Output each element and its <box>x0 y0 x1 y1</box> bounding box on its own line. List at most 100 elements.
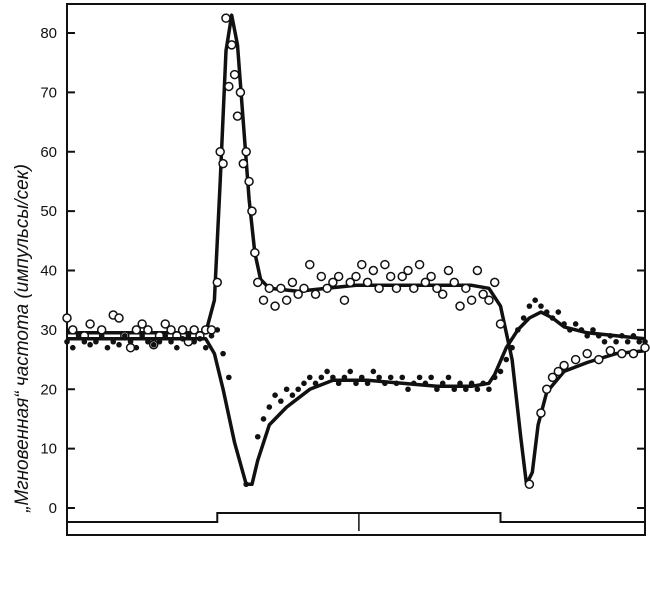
data-point-filled <box>168 338 174 345</box>
data-point-open <box>114 313 124 323</box>
data-point-filled <box>75 333 82 339</box>
data-point-open <box>293 289 303 299</box>
data-point-filled <box>185 333 192 339</box>
data-point-open <box>524 479 535 489</box>
data-point-filled <box>197 335 203 342</box>
data-point-open <box>85 319 95 329</box>
data-point-open <box>461 283 471 294</box>
data-point-filled <box>382 380 388 387</box>
data-point-filled <box>619 333 625 339</box>
data-point-open <box>495 319 506 329</box>
data-point-filled <box>416 374 423 381</box>
data-point-filled <box>387 374 394 381</box>
data-point-filled <box>520 315 527 321</box>
data-point-filled <box>87 341 93 348</box>
data-point-filled <box>595 333 602 339</box>
data-point-filled <box>289 392 296 398</box>
data-point-open <box>166 325 176 335</box>
data-point-filled <box>411 380 417 387</box>
data-point-filled <box>624 338 631 345</box>
data-point-open <box>218 158 228 169</box>
data-point-open <box>232 111 243 121</box>
data-point-filled <box>434 386 440 393</box>
data-point-open <box>478 289 488 299</box>
data-point-filled <box>254 433 261 440</box>
y-tick-label: 50 <box>40 203 57 220</box>
data-point-open <box>177 325 188 335</box>
data-point-open <box>541 384 552 394</box>
data-point-open <box>281 295 292 305</box>
data-point-open <box>316 271 327 282</box>
data-point-open <box>489 277 500 288</box>
data-point-filled <box>538 303 544 309</box>
data-point-open <box>264 283 275 294</box>
data-point-filled <box>179 335 186 342</box>
data-point-open <box>536 408 546 418</box>
data-point-filled <box>636 338 643 345</box>
data-point-filled <box>335 380 342 387</box>
data-point-open <box>328 277 338 288</box>
data-point-open <box>224 81 234 92</box>
data-point-open <box>426 271 436 282</box>
data-point-open <box>351 271 361 282</box>
data-point-filled <box>312 380 319 387</box>
data-point-open <box>96 325 107 335</box>
data-point-filled <box>266 404 273 410</box>
data-point-open <box>547 372 558 383</box>
data-point-filled <box>486 386 492 393</box>
y-tick-label: 40 <box>40 263 57 280</box>
data-point-open <box>160 319 171 329</box>
data-point-filled <box>127 338 134 345</box>
data-point-filled <box>122 333 128 339</box>
data-point-open <box>226 40 237 50</box>
data-point-filled <box>214 327 221 333</box>
data-point-filled <box>497 368 504 375</box>
data-point-filled <box>243 481 249 488</box>
data-point-open <box>229 69 240 80</box>
series-1 <box>62 13 650 489</box>
data-point-filled <box>347 368 354 375</box>
data-point-open <box>628 348 639 359</box>
data-point-open <box>189 325 199 335</box>
data-point-filled <box>318 374 325 381</box>
data-point-open <box>640 342 650 353</box>
data-point-filled <box>81 338 88 345</box>
y-tick-label: 70 <box>40 84 57 101</box>
data-point-filled <box>463 386 469 393</box>
data-point-open <box>397 271 407 282</box>
data-point-open <box>605 345 616 356</box>
data-point-filled <box>301 380 307 387</box>
data-point-filled <box>567 327 573 333</box>
data-point-filled <box>428 374 434 381</box>
data-point-filled <box>306 374 313 381</box>
data-point-open <box>333 271 344 282</box>
data-point-open <box>299 283 309 294</box>
stimulus-marker <box>67 512 645 531</box>
data-point-open <box>403 265 413 276</box>
data-point-open <box>391 283 402 294</box>
data-point-open <box>68 325 78 335</box>
data-point-filled <box>341 374 348 381</box>
data-point-filled <box>364 380 371 387</box>
data-point-filled <box>226 374 232 381</box>
data-point-open <box>559 360 569 371</box>
data-point-open <box>62 313 72 323</box>
data-point-filled <box>543 309 550 315</box>
data-point-filled <box>324 368 330 375</box>
data-point-open <box>617 348 627 359</box>
data-point-filled <box>376 374 382 381</box>
data-point-open <box>380 259 390 270</box>
series-1-curve <box>67 13 646 487</box>
data-point-open <box>443 265 454 276</box>
data-point-filled <box>457 380 463 387</box>
data-point-open <box>212 277 223 288</box>
data-point-open <box>414 259 425 270</box>
data-point-filled <box>445 374 452 381</box>
series-2 <box>64 297 648 488</box>
plot-frame <box>66 3 646 536</box>
data-point-filled <box>116 341 122 348</box>
data-point-filled <box>480 380 486 387</box>
y-tick-label: 20 <box>40 381 57 398</box>
data-point-filled <box>139 333 145 339</box>
